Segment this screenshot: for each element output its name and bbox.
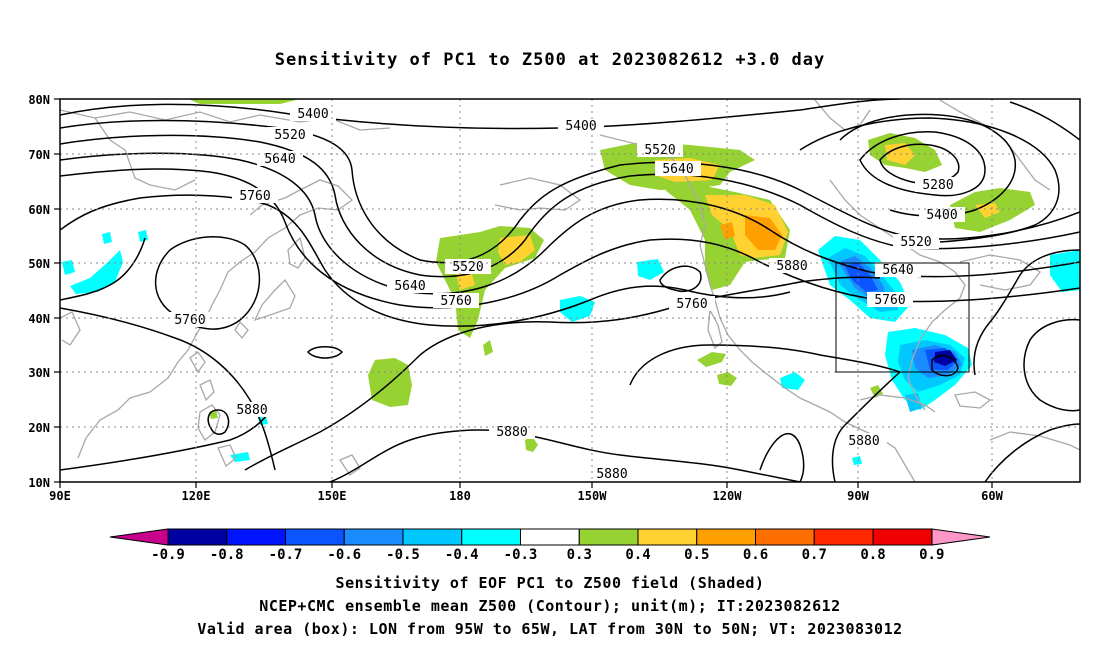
lat-label: 60N — [28, 203, 50, 217]
latitude-labels: 80N 70N 60N 50N 40N 30N 20N 10N — [28, 93, 50, 490]
coastlines — [60, 99, 1080, 482]
shading-negative-0.8 — [934, 350, 957, 366]
contour-label: 5640 — [882, 263, 913, 278]
contour-label: 5880 — [596, 467, 627, 482]
contour-label: 5880 — [236, 403, 267, 418]
lat-label: 40N — [28, 312, 50, 326]
lon-label: 120E — [182, 489, 211, 503]
map-title: Sensitivity of PC1 to Z500 at 2023082612… — [274, 50, 826, 70]
colorbar-bin — [343, 528, 404, 546]
lon-label: 120W — [713, 489, 743, 503]
contour-label: 5400 — [297, 107, 328, 122]
lon-label: 90W — [847, 489, 869, 503]
valid-area-box — [835, 262, 970, 373]
contour-labels: 5400 5400 5520 5640 5760 5760 5520 5640 … — [167, 106, 965, 482]
contour-label: 5640 — [264, 152, 295, 167]
colorbar-label: -0.7 — [269, 547, 303, 563]
colorbar-high-end — [931, 528, 991, 546]
contour-label: 5880 — [848, 434, 879, 449]
colorbar-label: -0.4 — [445, 547, 479, 563]
longitude-labels: 90E 120E 150E 180 150W 120W 90W 60W — [49, 489, 1003, 503]
lat-label: 20N — [28, 421, 50, 435]
contour-label: 5760 — [174, 313, 205, 328]
axis-ticks — [54, 98, 993, 488]
colorbar-bin — [696, 528, 756, 546]
colorbar-label: 0.4 — [625, 547, 650, 563]
contour-label: 5880 — [496, 425, 527, 440]
colorbar-bin — [285, 528, 345, 546]
lon-label: 90E — [49, 489, 71, 503]
caption-line-2: NCEP+CMC ensemble mean Z500 (Contour); u… — [259, 597, 841, 615]
colorbar-label: -0.9 — [151, 547, 185, 563]
colorbar-label: -0.6 — [327, 547, 361, 563]
colorbar: -0.9 -0.8 -0.7 -0.6 -0.5 -0.4 -0.3 0.3 0.4 0.5 0.6… — [109, 528, 991, 563]
colorbar-label: 0.6 — [743, 547, 768, 563]
colorbar-label: 0.3 — [567, 547, 592, 563]
caption-line-3: Valid area (box): LON from 95W to 65W, L… — [197, 620, 903, 638]
colorbar-bin — [813, 528, 874, 546]
contour-label: 5760 — [874, 293, 905, 308]
lon-label: 150W — [578, 489, 608, 503]
contour-label: 5760 — [239, 189, 270, 204]
colorbar-label: 0.5 — [684, 547, 709, 563]
lon-label: 150E — [318, 489, 347, 503]
graticule — [60, 99, 1080, 482]
contour-label: 5760 — [676, 297, 707, 312]
contour-label: 5640 — [662, 162, 693, 177]
contour-label: 5880 — [776, 259, 807, 274]
contour-label: 5640 — [394, 279, 425, 294]
colorbar-bin — [402, 528, 463, 546]
colorbar-label: -0.8 — [210, 547, 244, 563]
contour-label: 5520 — [900, 235, 931, 250]
colorbar-bin — [520, 528, 580, 546]
colorbar-low-end — [109, 528, 169, 546]
colorbar-bin — [637, 528, 698, 546]
contour-label: 5520 — [274, 128, 305, 143]
colorbar-label: 0.8 — [860, 547, 885, 563]
colorbar-bin — [226, 528, 286, 546]
colorbar-label: 0.7 — [802, 547, 827, 563]
lat-label: 30N — [28, 366, 50, 380]
lon-label: 60W — [981, 489, 1003, 503]
contour-label: 5520 — [452, 260, 483, 275]
colorbar-bin — [872, 528, 933, 546]
contour-label: 5400 — [926, 208, 957, 223]
lat-label: 70N — [28, 148, 50, 162]
contour-label: 5280 — [922, 178, 953, 193]
colorbar-bin — [167, 528, 228, 546]
contour-label: 5520 — [644, 143, 675, 158]
colorbar-bin — [755, 528, 815, 546]
contour-label: 5760 — [440, 294, 471, 309]
lat-label: 50N — [28, 257, 50, 271]
lon-label: 180 — [449, 489, 471, 503]
colorbar-label: -0.5 — [386, 547, 420, 563]
colorbar-bin — [461, 528, 521, 546]
caption-line-1: Sensitivity of EOF PC1 to Z500 field (Sh… — [335, 574, 765, 592]
lat-label: 80N — [28, 93, 50, 107]
contour-label: 5400 — [565, 119, 596, 134]
colorbar-label: 0.9 — [919, 547, 944, 563]
colorbar-label: -0.3 — [504, 547, 538, 563]
colorbar-bin — [578, 528, 639, 546]
lat-label: 10N — [28, 476, 50, 490]
map-frame — [59, 98, 1081, 483]
